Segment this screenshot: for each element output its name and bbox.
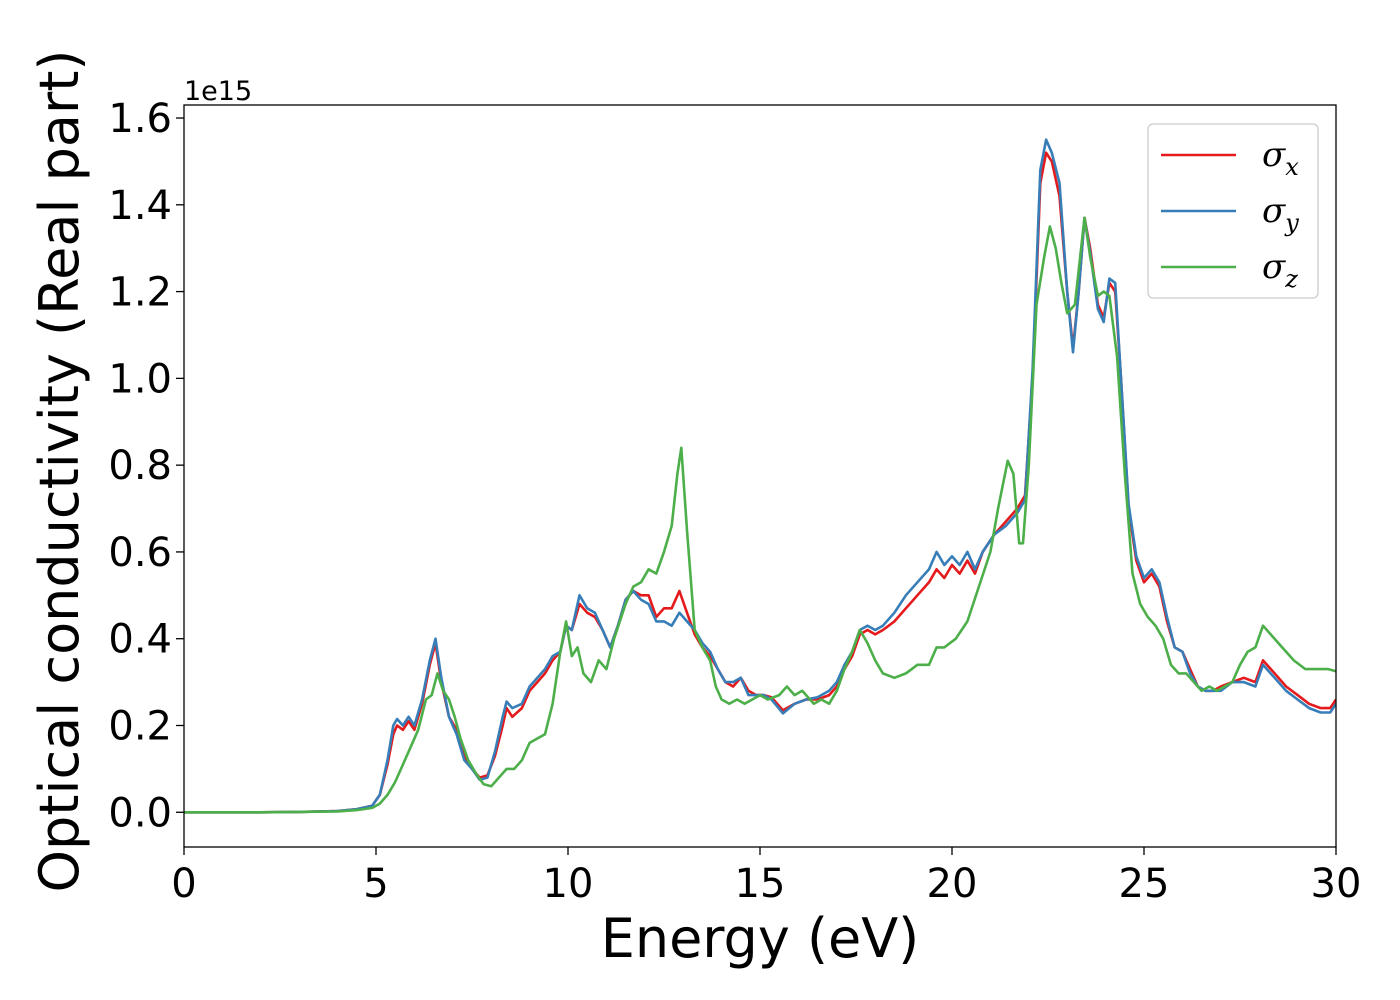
legend-label-x: σx xyxy=(1262,135,1299,181)
legend-label-base: σ xyxy=(1262,191,1286,231)
legend-label-base: σ xyxy=(1262,135,1286,175)
y-tick-label: 0.0 xyxy=(108,790,172,836)
legend-label-sub: z xyxy=(1284,265,1298,293)
y-tick-label: 0.8 xyxy=(108,443,172,489)
x-tick-label: 20 xyxy=(927,861,978,907)
x-axis-ticks: 0 5 10 15 20 25 30 xyxy=(171,847,1361,907)
x-tick-label: 5 xyxy=(363,861,388,907)
legend-label-y: σy xyxy=(1262,191,1299,237)
x-tick-label: 0 xyxy=(171,861,196,907)
legend-label-base: σ xyxy=(1262,247,1286,287)
legend-label-sub: y xyxy=(1284,209,1299,237)
y-tick-label: 1.0 xyxy=(108,356,172,402)
y-tick-label: 1.6 xyxy=(108,96,172,142)
x-tick-label: 10 xyxy=(543,861,594,907)
legend-label-z: σz xyxy=(1262,247,1298,293)
y-offset-label: 1e15 xyxy=(184,76,252,107)
x-axis-label: Energy (eV) xyxy=(601,907,920,970)
y-tick-label: 1.4 xyxy=(108,183,172,229)
x-tick-label: 15 xyxy=(735,861,786,907)
y-axis-label: Optical conductivity (Real part) xyxy=(28,50,91,893)
y-tick-label: 0.6 xyxy=(108,530,172,576)
y-tick-label: 0.4 xyxy=(108,617,172,663)
y-axis-ticks: 0.0 0.2 0.4 0.6 0.8 1.0 1.2 1.4 1.6 xyxy=(108,96,184,836)
series-layer xyxy=(184,138,1336,814)
series-line-z xyxy=(184,216,1336,814)
legend-label-sub: x xyxy=(1285,153,1299,181)
x-tick-label: 25 xyxy=(1119,861,1170,907)
y-tick-label: 0.2 xyxy=(108,704,172,750)
y-tick-label: 1.2 xyxy=(108,270,172,316)
x-tick-label: 30 xyxy=(1311,861,1362,907)
